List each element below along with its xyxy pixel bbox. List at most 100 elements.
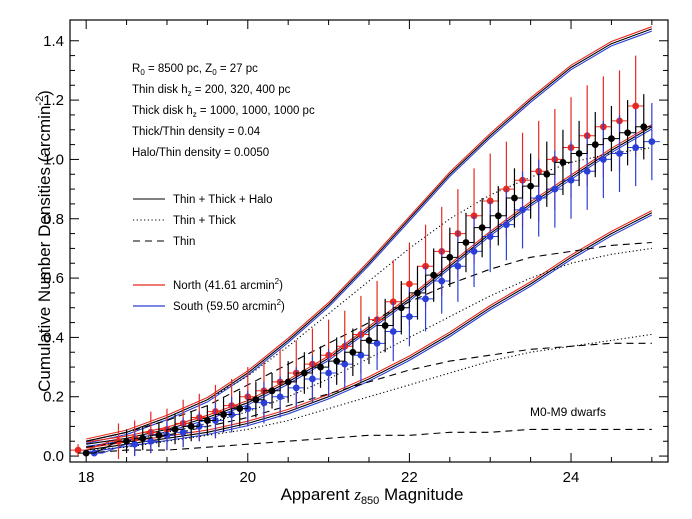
- data-point-total: [317, 363, 324, 371]
- x-tick-label: 24: [563, 469, 580, 486]
- y-axis-label: Cumulative Number Densities (arcmin-2): [34, 90, 54, 392]
- legend-line-styles: Thin + Thick + Halo Thin + Thick Thin: [133, 194, 273, 248]
- data-point-south: [357, 351, 365, 359]
- data-point-south: [292, 384, 300, 392]
- data-point-south: [551, 185, 559, 193]
- data-point-total: [187, 423, 195, 430]
- y-tick-label: 1.0: [43, 151, 64, 168]
- param-line: R0 = 8500 pc, Z0 = 27 pc: [132, 63, 258, 77]
- data-point-south: [648, 138, 656, 146]
- data-point-total: [430, 271, 438, 279]
- data-point-south: [341, 360, 349, 368]
- data-point-total: [527, 182, 535, 190]
- data-point-total: [397, 304, 405, 312]
- y-tick-label: 0.4: [43, 329, 64, 346]
- data-point-south: [519, 206, 526, 214]
- data-point-total: [559, 158, 567, 166]
- y-tick-label: 0.8: [43, 211, 64, 228]
- data-point-total: [284, 378, 292, 386]
- data-point-total: [203, 417, 211, 424]
- data-point-south: [260, 399, 268, 407]
- model-curve-dotted-middle: [86, 247, 652, 448]
- data-point-south: [454, 262, 462, 270]
- param-line: Thick/Thin density = 0.04: [132, 126, 261, 138]
- param-line: Thick disk hz = 1000, 1000, 1000 pc: [132, 105, 315, 119]
- legend-label: Thin + Thick: [173, 215, 236, 227]
- tick-labels: 18 20 22 24 0.0 0.2 0.4 0.6 0.8 1.0 1.2 1.4: [43, 33, 579, 486]
- y-tick-label: 0.6: [43, 270, 64, 287]
- data-point-total: [381, 322, 389, 329]
- data-point-total: [220, 411, 227, 418]
- data-point-south: [632, 144, 640, 151]
- data-point-south: [599, 156, 607, 163]
- data-point-total: [575, 150, 583, 157]
- data-point-south: [325, 369, 332, 377]
- data-point-south: [406, 313, 413, 321]
- model-curve-solid-upper: [86, 28, 652, 442]
- x-axis-label: Apparent z850 Magnitude: [281, 485, 464, 507]
- data-point-total: [333, 357, 341, 365]
- data-point-total: [511, 194, 518, 202]
- data-point-north: [406, 280, 413, 288]
- data-point-south: [147, 437, 155, 445]
- data-point-total: [139, 434, 147, 442]
- y-tick-label: 0.0: [43, 448, 64, 465]
- data-point-total: [155, 431, 163, 439]
- plot-frame: [69, 19, 669, 463]
- data-layer: [70, 55, 660, 460]
- data-point-south: [276, 393, 284, 401]
- param-line: Thin disk hz = 200, 320, 400 pc: [132, 84, 291, 98]
- data-point-south: [535, 194, 543, 202]
- data-point-total: [82, 449, 90, 457]
- model-curve-solid-middle: [86, 124, 653, 443]
- data-point-total: [349, 348, 357, 356]
- data-point-total: [123, 437, 130, 445]
- legend-label: Thin + Thick + Halo: [173, 194, 273, 206]
- data-point-south: [438, 277, 446, 285]
- legend-label: Thin: [173, 236, 195, 248]
- legend-field-label: North (41.61 arcmin2): [173, 277, 283, 292]
- data-point-total: [236, 405, 244, 413]
- data-point-total: [624, 129, 631, 137]
- y-tick-label: 1.2: [43, 92, 64, 109]
- model-curve-solid-upper: [86, 30, 652, 444]
- model-curve-dashed-upper: [86, 241, 652, 442]
- data-point-total: [591, 141, 599, 148]
- data-point-total: [446, 253, 454, 261]
- step-line-total: [78, 126, 652, 454]
- data-point-south: [389, 328, 397, 335]
- x-tick-label: 18: [78, 469, 95, 486]
- legend-fields: North (41.61 arcmin2) South (59.50 arcmin…: [133, 277, 285, 313]
- model-curve-dashed-middle: [86, 342, 652, 448]
- data-point-south: [373, 339, 381, 347]
- data-point-south: [470, 247, 478, 255]
- data-point-total: [171, 425, 179, 433]
- data-point-total: [608, 135, 615, 143]
- data-point-south: [131, 440, 139, 448]
- data-point-south: [179, 428, 187, 436]
- param-line: Halo/Thin density = 0.0050: [132, 147, 269, 159]
- data-point-total: [543, 170, 551, 178]
- data-point-south: [309, 375, 316, 383]
- data-point-total: [268, 387, 276, 395]
- data-point-total: [494, 212, 502, 220]
- model-curve-solid-upper: [86, 26, 652, 440]
- x-tick-label: 22: [401, 469, 418, 486]
- y-tick-label: 0.2: [43, 389, 64, 406]
- data-point-total: [252, 396, 260, 404]
- data-point-south: [616, 150, 623, 157]
- data-point-total: [462, 239, 470, 246]
- data-point-total: [365, 336, 373, 344]
- ticks-layer: [70, 20, 668, 462]
- data-point-south: [502, 221, 510, 229]
- data-point-total: [414, 289, 421, 297]
- model-curve-dotted-upper: [86, 147, 652, 442]
- data-point-south: [567, 176, 575, 184]
- annotation-dwarfs: M0-M9 dwarfs: [530, 405, 606, 419]
- data-point-north: [632, 102, 640, 110]
- x-tick-label: 20: [239, 469, 256, 486]
- data-point-total: [640, 123, 648, 131]
- data-point-south: [486, 233, 494, 240]
- data-point-south: [583, 167, 591, 175]
